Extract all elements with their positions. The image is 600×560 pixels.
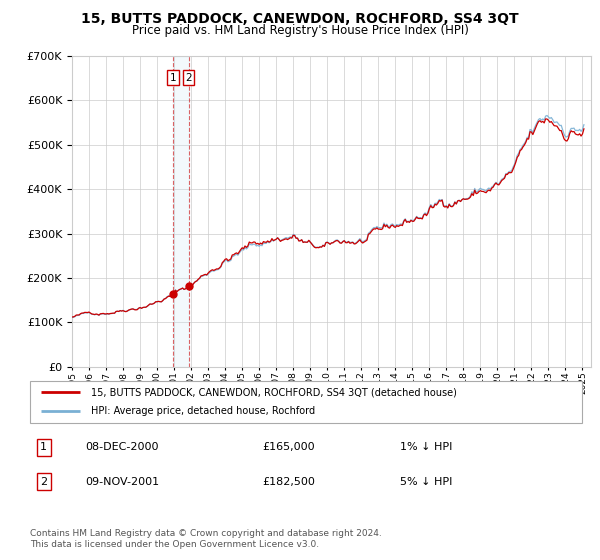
Text: Contains HM Land Registry data © Crown copyright and database right 2024.
This d: Contains HM Land Registry data © Crown c…	[30, 529, 382, 549]
Text: 09-NOV-2001: 09-NOV-2001	[85, 477, 160, 487]
Text: 08-DEC-2000: 08-DEC-2000	[85, 442, 158, 452]
Text: 15, BUTTS PADDOCK, CANEWDON, ROCHFORD, SS4 3QT (detached house): 15, BUTTS PADDOCK, CANEWDON, ROCHFORD, S…	[91, 387, 457, 397]
Text: 5% ↓ HPI: 5% ↓ HPI	[400, 477, 452, 487]
Text: 2: 2	[40, 477, 47, 487]
Bar	[173, 56, 188, 367]
Text: 2: 2	[185, 73, 192, 83]
FancyBboxPatch shape	[30, 381, 582, 423]
Text: 1% ↓ HPI: 1% ↓ HPI	[400, 442, 452, 452]
Text: 1: 1	[40, 442, 47, 452]
Text: £182,500: £182,500	[262, 477, 315, 487]
Text: 1: 1	[169, 73, 176, 83]
Text: 15, BUTTS PADDOCK, CANEWDON, ROCHFORD, SS4 3QT: 15, BUTTS PADDOCK, CANEWDON, ROCHFORD, S…	[81, 12, 519, 26]
Text: Price paid vs. HM Land Registry's House Price Index (HPI): Price paid vs. HM Land Registry's House …	[131, 24, 469, 36]
Text: £165,000: £165,000	[262, 442, 314, 452]
Text: HPI: Average price, detached house, Rochford: HPI: Average price, detached house, Roch…	[91, 407, 315, 417]
